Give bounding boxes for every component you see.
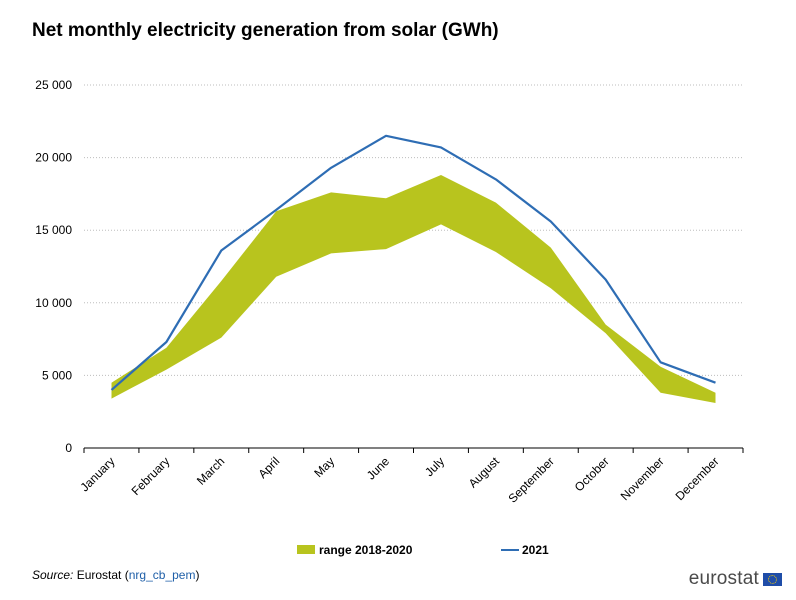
legend-label-2021[interactable]: 2021: [522, 543, 549, 557]
legend-label-range[interactable]: range 2018-2020: [319, 543, 413, 557]
y-tick-label: 15 000: [35, 223, 72, 237]
x-tick-label: May: [311, 454, 337, 480]
x-tick-label: March: [194, 454, 227, 487]
series-2021-point[interactable]: [109, 387, 114, 392]
source-note: Source: Eurostat (nrg_cb_pem): [32, 568, 200, 582]
series-2021-point[interactable]: [493, 177, 498, 182]
series-2021-point[interactable]: [219, 248, 224, 253]
x-tick-labels: January February March April May June July Augu…: [77, 454, 721, 506]
series-2021-point[interactable]: [548, 219, 553, 224]
series-2021-point[interactable]: [658, 360, 663, 365]
x-tick-label: February: [129, 454, 173, 498]
x-tick-label: January: [77, 454, 117, 494]
x-tick-label: July: [422, 454, 447, 479]
series-2021-point[interactable]: [384, 133, 389, 138]
source-dataset-link[interactable]: nrg_cb_pem: [128, 568, 196, 582]
series-2021-point[interactable]: [603, 277, 608, 282]
y-tick-label: 20 000: [35, 151, 72, 165]
x-tick-label: December: [673, 454, 722, 503]
series-2021-point[interactable]: [713, 380, 718, 385]
x-tick-label: October: [572, 454, 612, 494]
source-publisher: Eurostat: [76, 568, 122, 582]
series-2021-point[interactable]: [329, 165, 334, 170]
range-2018-2020-area[interactable]: [111, 175, 716, 403]
x-tick-label: November: [618, 454, 667, 503]
y-tick-labels: 0 5 000 10 000 15 000 20 000 25 000: [35, 78, 72, 455]
y-tick-label: 10 000: [35, 296, 72, 310]
x-tick-label: April: [255, 454, 282, 481]
series-2021-point[interactable]: [164, 340, 169, 345]
line-series-layer: [109, 133, 718, 392]
x-tick-label: August: [466, 454, 503, 491]
series-2021-line[interactable]: [110, 134, 716, 391]
eu-flag-icon: [763, 572, 782, 586]
y-tick-label: 25 000: [35, 78, 72, 92]
source-label: Source:: [32, 568, 74, 582]
legend-swatch-range: [297, 545, 315, 554]
x-tick-label: September: [506, 454, 557, 505]
axes: [83, 447, 744, 453]
logo-text: eurostat: [688, 568, 759, 589]
series-2021-point[interactable]: [438, 145, 443, 150]
gridlines: [84, 84, 743, 376]
series-2021-point[interactable]: [274, 207, 279, 212]
eurostat-logo: eurostat: [689, 568, 782, 590]
chart-title: Net monthly electricity generation from …: [32, 20, 499, 41]
y-tick-label: 5 000: [42, 368, 72, 382]
y-tick-label: 0: [65, 441, 72, 455]
legend: range 2018-2020 2021: [297, 543, 549, 557]
range-area-layer: [111, 175, 716, 403]
x-tick-label: June: [364, 454, 393, 483]
